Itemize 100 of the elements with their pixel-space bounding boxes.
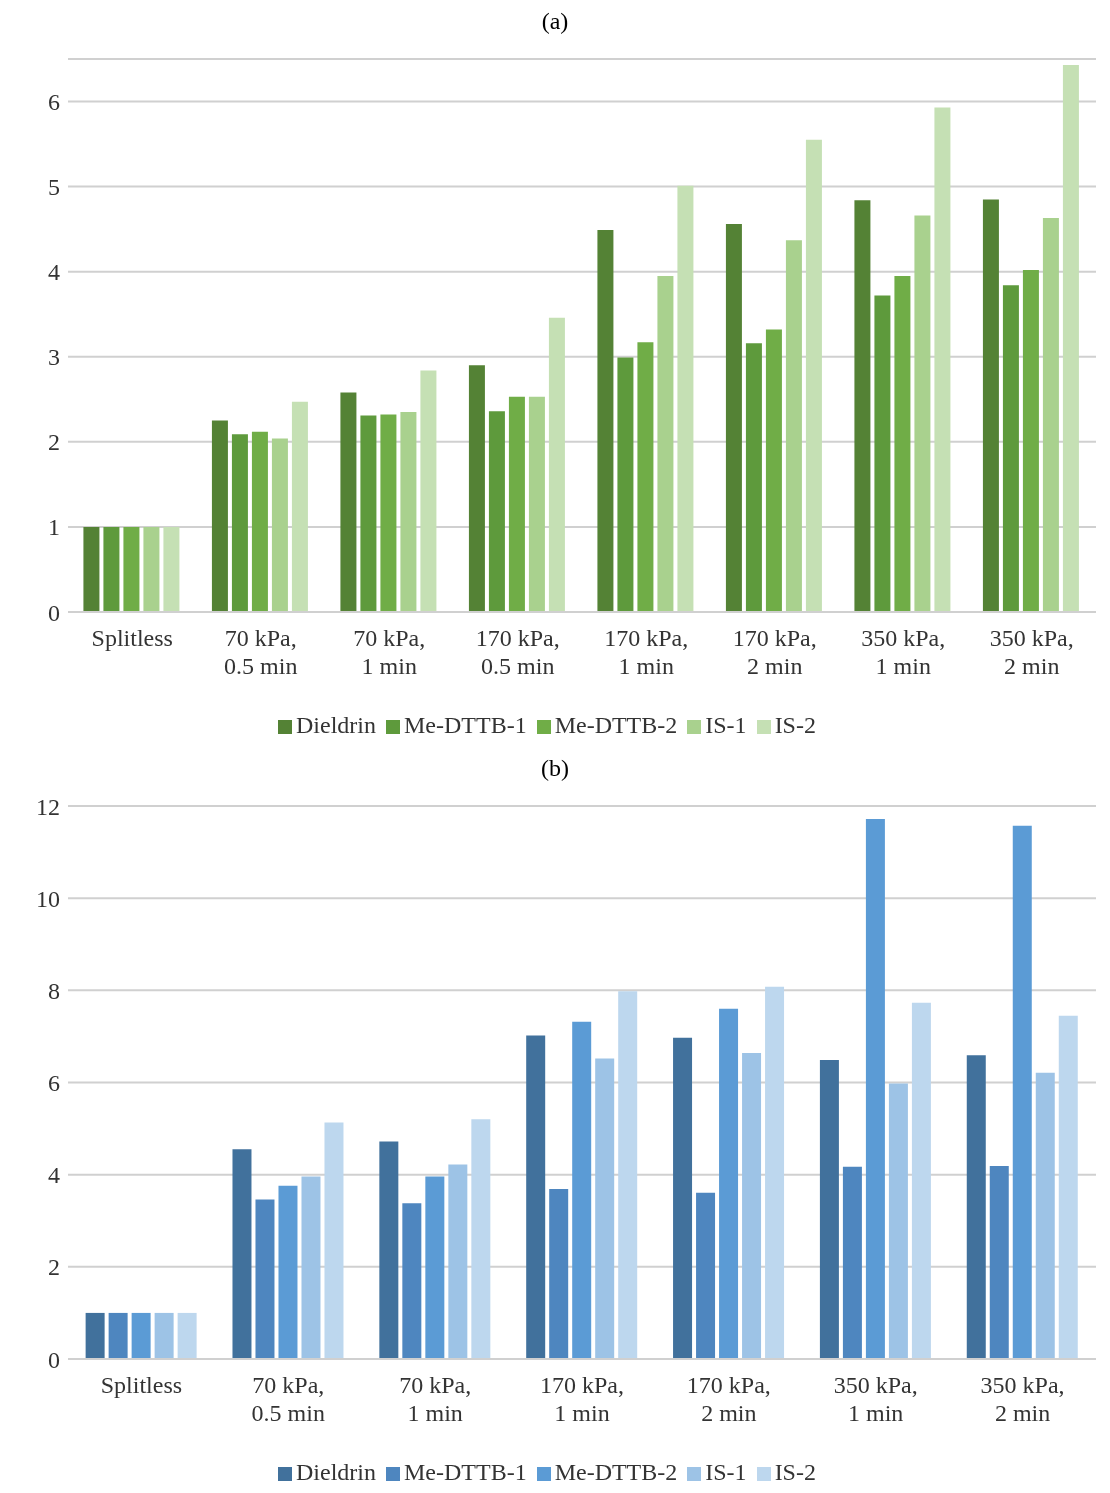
bar — [301, 1176, 321, 1359]
bar — [177, 1312, 197, 1359]
bar — [618, 991, 638, 1359]
x-tick-label: 170 kPa, 2 min — [686, 1372, 771, 1426]
bar — [232, 1149, 252, 1359]
x-tick-label: 70 kPa, 1 min — [353, 625, 426, 679]
bar — [719, 1008, 739, 1359]
bar — [819, 1059, 839, 1359]
bar — [402, 1203, 422, 1359]
y-tick-label: 0 — [48, 599, 60, 626]
bar — [103, 526, 120, 612]
y-tick-label: 3 — [48, 344, 60, 371]
x-tick-label: 170 kPa, 2 min — [732, 625, 817, 679]
bar — [677, 185, 694, 612]
bar — [745, 343, 762, 612]
bar — [765, 986, 785, 1359]
bar — [696, 1192, 716, 1359]
bar — [83, 526, 100, 612]
bar — [271, 438, 288, 612]
x-tick-label: 70 kPa, 1 min — [399, 1372, 472, 1426]
chart-title: (a) — [540, 8, 570, 35]
legend-label: IS-2 — [774, 1459, 816, 1485]
y-tick-label: 5 — [48, 174, 60, 201]
bar — [324, 1122, 344, 1359]
bar — [548, 317, 565, 612]
legend-label: Me-DTTB-2 — [554, 712, 678, 738]
y-tick-label: 0 — [48, 1346, 60, 1373]
x-tick-label: 350 kPa, 2 min — [980, 1372, 1065, 1426]
x-tick-label: 350 kPa, 1 min — [861, 625, 946, 679]
bar — [549, 1188, 569, 1359]
bar — [765, 329, 782, 612]
bar — [572, 1021, 592, 1359]
y-tick-label: 2 — [48, 1254, 60, 1281]
bar — [528, 396, 545, 612]
legend-label: IS-2 — [774, 712, 816, 738]
bar — [291, 401, 308, 612]
bar — [488, 411, 505, 612]
bar — [966, 1055, 986, 1359]
bar — [854, 200, 871, 612]
bar — [982, 199, 999, 612]
bar — [1042, 218, 1059, 612]
bar — [1035, 1072, 1055, 1359]
bar — [360, 415, 377, 612]
bar — [508, 396, 525, 612]
bar — [420, 370, 437, 612]
bar — [526, 1035, 546, 1359]
bar — [914, 215, 931, 612]
x-tick-label: 170 kPa, 0.5 min — [475, 625, 560, 679]
y-tick-label: 6 — [48, 1070, 60, 1097]
bar — [108, 1312, 128, 1359]
bar — [865, 818, 885, 1359]
bar — [725, 224, 742, 612]
x-tick-label: 170 kPa, 1 min — [604, 625, 689, 679]
bar — [448, 1164, 468, 1359]
bar — [785, 240, 802, 612]
x-tick-label: 170 kPa, 1 min — [540, 1372, 624, 1426]
bar — [1062, 64, 1079, 612]
bar — [1022, 269, 1039, 612]
bar — [154, 1312, 174, 1359]
bar — [1012, 825, 1032, 1359]
y-tick-label: 2 — [48, 429, 60, 456]
bar — [425, 1176, 445, 1359]
bar — [911, 1002, 931, 1359]
bar — [340, 392, 357, 612]
bar — [888, 1083, 908, 1359]
bar — [657, 275, 674, 612]
bar — [673, 1037, 693, 1359]
chart-title: (b) — [540, 755, 570, 782]
bar — [471, 1119, 491, 1359]
bar — [617, 357, 634, 612]
bar — [380, 414, 397, 612]
bar — [163, 526, 180, 612]
bar — [1058, 1015, 1078, 1359]
bar — [1002, 285, 1019, 612]
legend-label: IS-1 — [705, 1459, 747, 1485]
x-tick-label: Splitless — [91, 625, 173, 651]
x-tick-label: 350 kPa, 1 min — [833, 1372, 918, 1426]
x-tick-label: 70 kPa, 0.5 min — [224, 625, 298, 679]
bar — [989, 1165, 1009, 1359]
bar — [211, 420, 228, 612]
y-tick-label: 4 — [48, 259, 60, 286]
bar — [143, 526, 160, 612]
bar — [874, 295, 891, 612]
bar — [278, 1185, 298, 1359]
y-tick-label: 1 — [48, 514, 60, 541]
bar — [255, 1199, 275, 1359]
bar — [85, 1312, 105, 1359]
legend-label: Dieldrin — [296, 1459, 376, 1485]
legend-label: Me-DTTB-1 — [404, 712, 527, 738]
bar — [894, 275, 911, 612]
bar — [400, 412, 417, 612]
bar — [934, 107, 951, 612]
y-tick-label: 8 — [48, 977, 60, 1004]
y-tick-label: 6 — [48, 89, 60, 116]
bar — [742, 1053, 762, 1359]
y-tick-label: 10 — [36, 885, 60, 912]
legend-label: Me-DTTB-2 — [554, 1459, 678, 1485]
bar — [595, 1058, 615, 1359]
bar — [123, 526, 140, 612]
bar — [637, 342, 654, 612]
